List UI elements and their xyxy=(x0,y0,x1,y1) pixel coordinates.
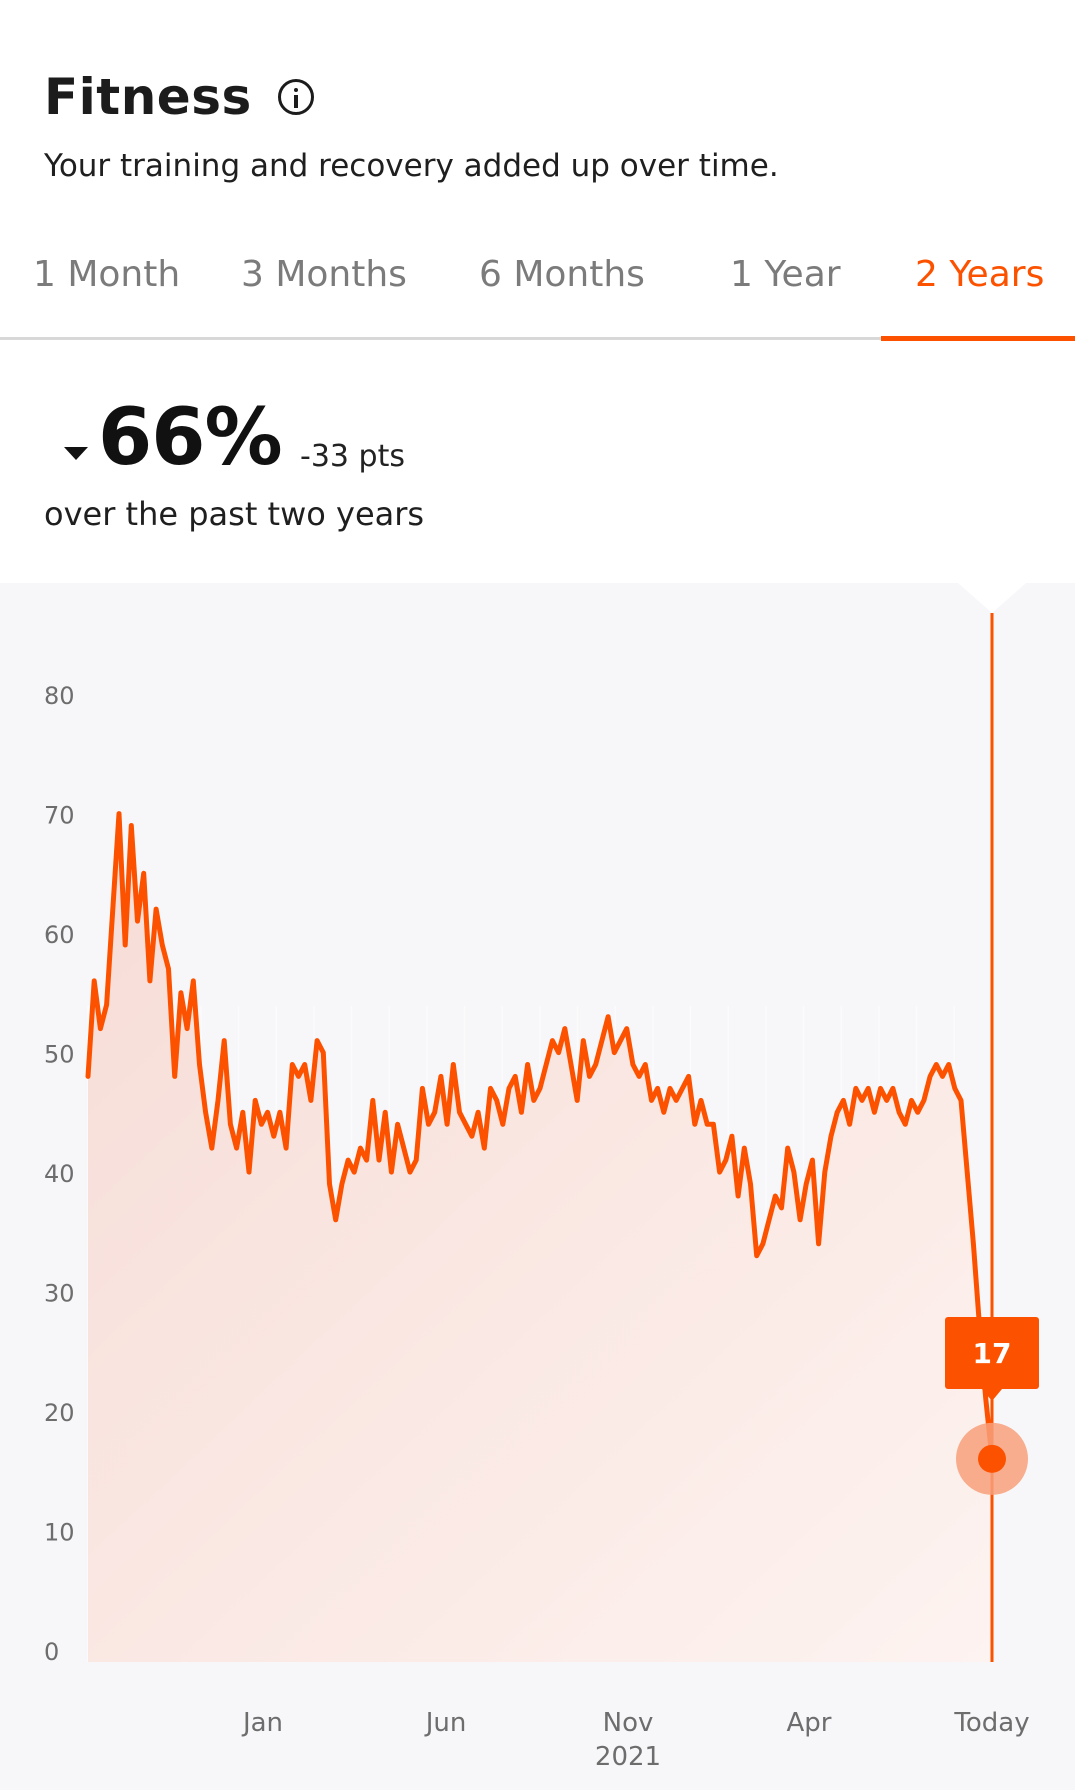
page-subtitle: Your training and recovery added up over… xyxy=(44,148,779,184)
tooltip-value: 17 xyxy=(973,1337,1012,1370)
points-change: -33 pts xyxy=(300,439,405,474)
info-icon[interactable] xyxy=(277,79,314,115)
header: Fitness Your training and recovery added… xyxy=(0,0,1075,341)
x-axis: Jan Jun Nov 2021 Apr Today xyxy=(241,1708,1030,1772)
y-axis: 0 10 20 30 40 50 60 70 80 xyxy=(44,682,75,1666)
x-tick-sublabel: 2021 xyxy=(595,1742,661,1772)
x-tick-label: Jun xyxy=(424,1708,467,1738)
series-area xyxy=(88,813,992,1662)
x-tick-label: Jan xyxy=(241,1708,283,1738)
active-tab-indicator xyxy=(881,336,1075,341)
y-tick-label: 70 xyxy=(44,802,75,830)
title-row: Fitness xyxy=(44,68,314,126)
x-tick-label: Apr xyxy=(787,1708,832,1738)
selection-notch xyxy=(958,583,1026,613)
tooltip-tail xyxy=(982,1389,1002,1401)
y-tick-label: 60 xyxy=(44,921,75,949)
y-tick-label: 40 xyxy=(44,1160,75,1188)
series-line xyxy=(85,811,995,1462)
tab-1-year[interactable]: 1 Year xyxy=(730,254,841,295)
period-label: over the past two years xyxy=(44,495,425,533)
y-tick-label: 10 xyxy=(44,1519,75,1547)
tab-6-months[interactable]: 6 Months xyxy=(479,254,645,295)
caret-down-icon xyxy=(64,447,88,460)
tab-2-years[interactable]: 2 Years xyxy=(915,254,1045,295)
y-tick-label: 20 xyxy=(44,1399,75,1427)
y-tick-label: 50 xyxy=(44,1041,75,1069)
fitness-chart[interactable]: 0 10 20 30 40 50 60 70 80 Jan Jun Nov 2021 Apr Today … xyxy=(0,583,1075,1790)
percent-change: 66% xyxy=(98,393,283,483)
y-tick-label: 80 xyxy=(44,682,75,710)
y-tick-label: 30 xyxy=(44,1280,75,1308)
x-tick-label: Today xyxy=(953,1708,1029,1738)
selected-point[interactable] xyxy=(978,1444,1006,1473)
x-tick-label: Nov xyxy=(603,1708,654,1738)
y-tick-label: 0 xyxy=(44,1638,59,1666)
page-title: Fitness xyxy=(44,68,252,126)
summary-panel: 66% -33 pts over the past two years xyxy=(0,341,1075,583)
tooltip-box xyxy=(945,1317,1039,1389)
tab-1-month[interactable]: 1 Month xyxy=(33,254,181,295)
range-tabs: 1 Month 3 Months 6 Months 1 Year 2 Years xyxy=(0,240,1075,340)
value-tooltip: 17 xyxy=(945,1317,1039,1401)
tab-3-months[interactable]: 3 Months xyxy=(241,254,407,295)
